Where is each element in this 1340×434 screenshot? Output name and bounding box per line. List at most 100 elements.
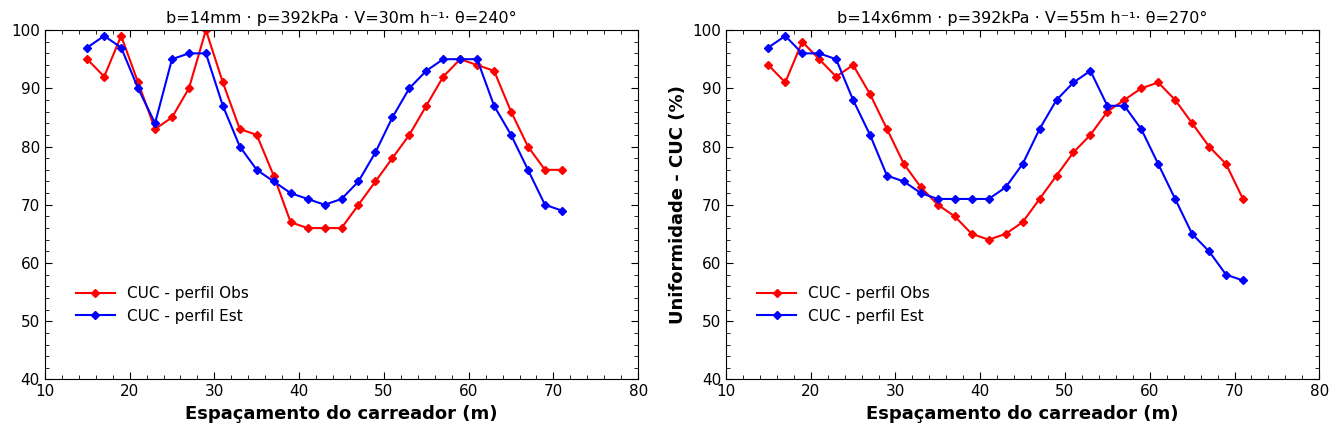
CUC - perfil Est: [947, 196, 963, 201]
CUC - perfil Obs: [96, 74, 113, 79]
CUC - perfil Obs: [811, 56, 827, 62]
CUC - perfil Est: [963, 196, 980, 201]
CUC - perfil Obs: [367, 179, 383, 184]
CUC - perfil Obs: [1099, 109, 1115, 114]
CUC - perfil Est: [997, 185, 1013, 190]
CUC - perfil Obs: [896, 161, 913, 167]
CUC - perfil Obs: [760, 62, 776, 68]
Line: CUC - perfil Est: CUC - perfil Est: [765, 33, 1246, 283]
X-axis label: Espaçamento do carreador (m): Espaçamento do carreador (m): [185, 405, 497, 423]
CUC - perfil Est: [1083, 68, 1099, 73]
CUC - perfil Est: [1150, 161, 1166, 167]
CUC - perfil Obs: [316, 225, 332, 230]
CUC - perfil Est: [436, 56, 452, 62]
CUC - perfil Obs: [1150, 80, 1166, 85]
CUC - perfil Obs: [930, 202, 946, 207]
CUC - perfil Est: [113, 45, 129, 50]
CUC - perfil Obs: [130, 80, 146, 85]
CUC - perfil Obs: [232, 126, 248, 132]
Legend: CUC - perfil Obs, CUC - perfil Est: CUC - perfil Obs, CUC - perfil Est: [752, 280, 935, 330]
CUC - perfil Obs: [163, 115, 180, 120]
CUC - perfil Est: [316, 202, 332, 207]
CUC - perfil Est: [385, 115, 401, 120]
CUC - perfil Est: [147, 121, 163, 126]
CUC - perfil Obs: [981, 237, 997, 242]
CUC - perfil Est: [283, 191, 299, 196]
CUC - perfil Est: [502, 132, 519, 138]
CUC - perfil Obs: [1014, 220, 1030, 225]
CUC - perfil Obs: [1201, 144, 1217, 149]
CUC - perfil Obs: [283, 220, 299, 225]
CUC - perfil Est: [418, 68, 434, 73]
CUC - perfil Obs: [828, 74, 844, 79]
CUC - perfil Est: [300, 196, 316, 201]
CUC - perfil Est: [265, 179, 281, 184]
Line: CUC - perfil Obs: CUC - perfil Obs: [765, 39, 1246, 243]
CUC - perfil Obs: [1116, 97, 1132, 102]
CUC - perfil Est: [828, 56, 844, 62]
CUC - perfil Obs: [469, 62, 485, 68]
CUC - perfil Obs: [385, 155, 401, 161]
CUC - perfil Obs: [913, 185, 929, 190]
CUC - perfil Est: [811, 51, 827, 56]
CUC - perfil Est: [1099, 103, 1115, 108]
CUC - perfil Est: [879, 173, 895, 178]
CUC - perfil Obs: [265, 173, 281, 178]
CUC - perfil Obs: [1134, 85, 1150, 91]
CUC - perfil Est: [214, 103, 230, 108]
CUC - perfil Est: [163, 56, 180, 62]
CUC - perfil Obs: [879, 126, 895, 132]
CUC - perfil Est: [1218, 272, 1234, 277]
CUC - perfil Est: [367, 150, 383, 155]
CUC - perfil Obs: [1032, 196, 1048, 201]
CUC - perfil Obs: [553, 167, 570, 172]
CUC - perfil Est: [846, 97, 862, 102]
CUC - perfil Obs: [147, 126, 163, 132]
CUC - perfil Est: [777, 33, 793, 39]
CUC - perfil Est: [896, 179, 913, 184]
CUC - perfil Est: [1032, 126, 1048, 132]
CUC - perfil Obs: [181, 85, 197, 91]
CUC - perfil Est: [1048, 97, 1064, 102]
CUC - perfil Est: [130, 85, 146, 91]
Title: b=14x6mm · p=392kPa · V=55m h⁻¹· θ=270°: b=14x6mm · p=392kPa · V=55m h⁻¹· θ=270°: [838, 11, 1207, 26]
CUC - perfil Obs: [862, 92, 878, 97]
CUC - perfil Est: [79, 45, 95, 50]
CUC - perfil Est: [198, 51, 214, 56]
CUC - perfil Obs: [300, 225, 316, 230]
CUC - perfil Obs: [947, 214, 963, 219]
CUC - perfil Est: [981, 196, 997, 201]
CUC - perfil Obs: [418, 103, 434, 108]
CUC - perfil Est: [334, 196, 350, 201]
CUC - perfil Obs: [351, 202, 367, 207]
CUC - perfil Obs: [537, 167, 553, 172]
CUC - perfil Est: [1116, 103, 1132, 108]
CUC - perfil Est: [760, 45, 776, 50]
CUC - perfil Obs: [1065, 150, 1081, 155]
CUC - perfil Est: [96, 33, 113, 39]
CUC - perfil Obs: [436, 74, 452, 79]
CUC - perfil Est: [553, 208, 570, 213]
CUC - perfil Est: [1065, 80, 1081, 85]
CUC - perfil Est: [930, 196, 946, 201]
CUC - perfil Est: [232, 144, 248, 149]
Title: b=14mm · p=392kPa · V=30m h⁻¹· θ=240°: b=14mm · p=392kPa · V=30m h⁻¹· θ=240°: [166, 11, 517, 26]
CUC - perfil Obs: [249, 132, 265, 138]
CUC - perfil Est: [1235, 278, 1252, 283]
CUC - perfil Est: [913, 191, 929, 196]
CUC - perfil Est: [1185, 231, 1201, 237]
CUC - perfil Obs: [1083, 132, 1099, 138]
CUC - perfil Obs: [795, 39, 811, 44]
CUC - perfil Obs: [486, 68, 502, 73]
CUC - perfil Est: [181, 51, 197, 56]
CUC - perfil Obs: [214, 80, 230, 85]
CUC - perfil Obs: [997, 231, 1013, 237]
X-axis label: Espaçamento do carreador (m): Espaçamento do carreador (m): [867, 405, 1179, 423]
CUC - perfil Obs: [79, 56, 95, 62]
CUC - perfil Obs: [1235, 196, 1252, 201]
CUC - perfil Obs: [113, 33, 129, 39]
CUC - perfil Est: [795, 51, 811, 56]
CUC - perfil Est: [520, 167, 536, 172]
Line: CUC - perfil Est: CUC - perfil Est: [84, 33, 564, 214]
CUC - perfil Est: [401, 85, 417, 91]
